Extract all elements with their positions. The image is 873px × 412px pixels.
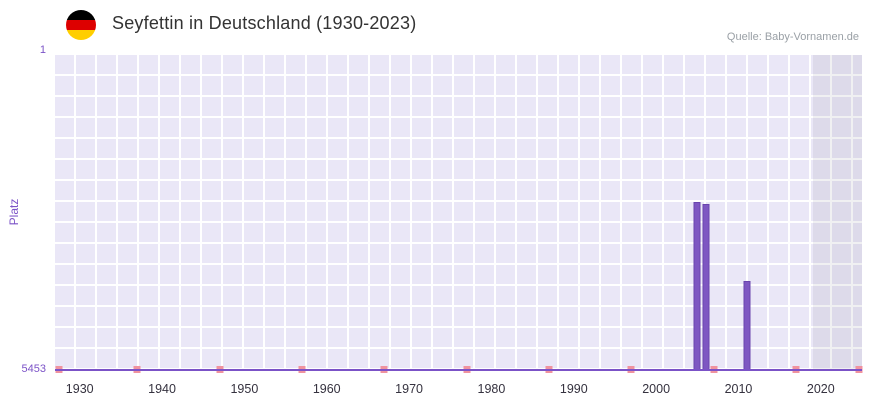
x-tick-label: 2000 [642,382,671,396]
plot-area [55,55,862,373]
y-tick-label-min: 1 [39,44,46,56]
x-tick-label: 1990 [559,382,588,396]
x-tick-label: 1970 [395,382,423,396]
x-axis: 1930 1940 1950 1960 1970 1980 1990 2000 2010 2020 [55,382,862,400]
x-tick-label: 2020 [806,382,835,396]
y-tick-label-max: 5453 [21,363,46,375]
recent-years-band [812,55,862,370]
x-tick-label: 1950 [230,382,259,396]
y-axis-title: Platz [7,198,21,226]
x-tick-label: 2010 [724,382,753,396]
source-label[interactable]: Quelle: Baby-Vornamen.de [726,31,859,43]
rank-bar[interactable] [743,280,751,370]
chart-title: Seyfettin in Deutschland (1930-2023) [112,13,417,33]
x-tick-label: 1960 [312,382,341,396]
rank-bar[interactable] [702,204,710,370]
x-tick-label: 1940 [148,382,176,396]
x-axis-line [55,369,862,371]
rank-bar[interactable] [693,202,701,370]
x-tick-label: 1980 [477,382,506,396]
germany-flag-icon [66,10,96,40]
x-tick-label: 1930 [65,382,94,396]
